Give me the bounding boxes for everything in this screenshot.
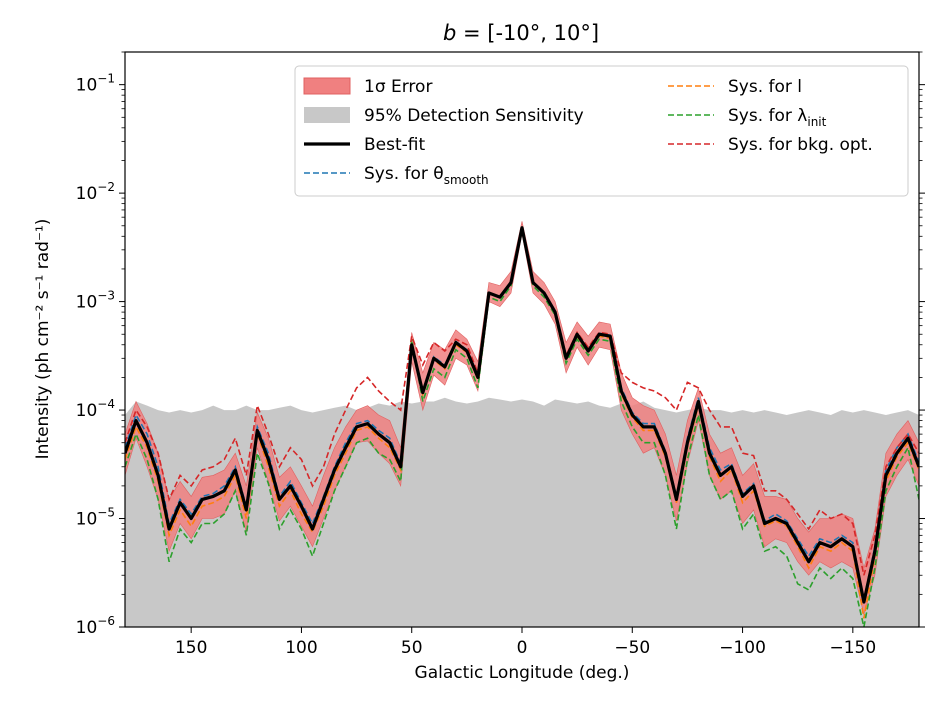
legend-sys_l-label: Sys. for l xyxy=(728,77,802,97)
x-tick-label: 100 xyxy=(285,638,317,658)
x-tick-label: 150 xyxy=(175,638,207,658)
legend-best-label: Best-fit xyxy=(364,135,425,155)
x-tick-label: −50 xyxy=(614,638,650,658)
y-tick-label: 10−2 xyxy=(76,180,115,204)
error-band xyxy=(125,221,919,616)
y-tick-label: 10−3 xyxy=(76,289,115,313)
y-tick-label: 10−1 xyxy=(76,72,115,96)
x-tick-label: −150 xyxy=(829,638,876,658)
y-axis-label: Intensity (ph cm⁻² s⁻¹ rad⁻¹) xyxy=(33,219,53,460)
legend-sys_lambda-label: Sys. for λinit xyxy=(728,106,827,129)
legend-sys_bkg-label: Sys. for bkg. opt. xyxy=(728,135,873,155)
y-tick-label: 10−6 xyxy=(76,614,115,638)
x-tick-label: 50 xyxy=(401,638,423,658)
legend-sensitivity-label: 95% Detection Sensitivity xyxy=(364,106,584,126)
best-fit-line xyxy=(125,226,919,604)
legend-error-swatch xyxy=(303,77,351,95)
legend-error-label: 1σ Error xyxy=(364,77,432,97)
legend: 1σ Error 95% Detection Sensitivity Best-fi… xyxy=(294,65,909,197)
x-tick-label: 0 xyxy=(517,638,528,658)
y-tick-label: 10−4 xyxy=(76,397,115,421)
x-axis-label: Galactic Longitude (deg.) xyxy=(415,663,630,683)
x-tick-label: −100 xyxy=(719,638,766,658)
legend-box xyxy=(294,65,909,197)
chart-title: b = [-10°, 10°] xyxy=(443,21,599,45)
legend-sensitivity-swatch xyxy=(304,107,350,123)
y-tick-label: 10−5 xyxy=(76,506,115,530)
